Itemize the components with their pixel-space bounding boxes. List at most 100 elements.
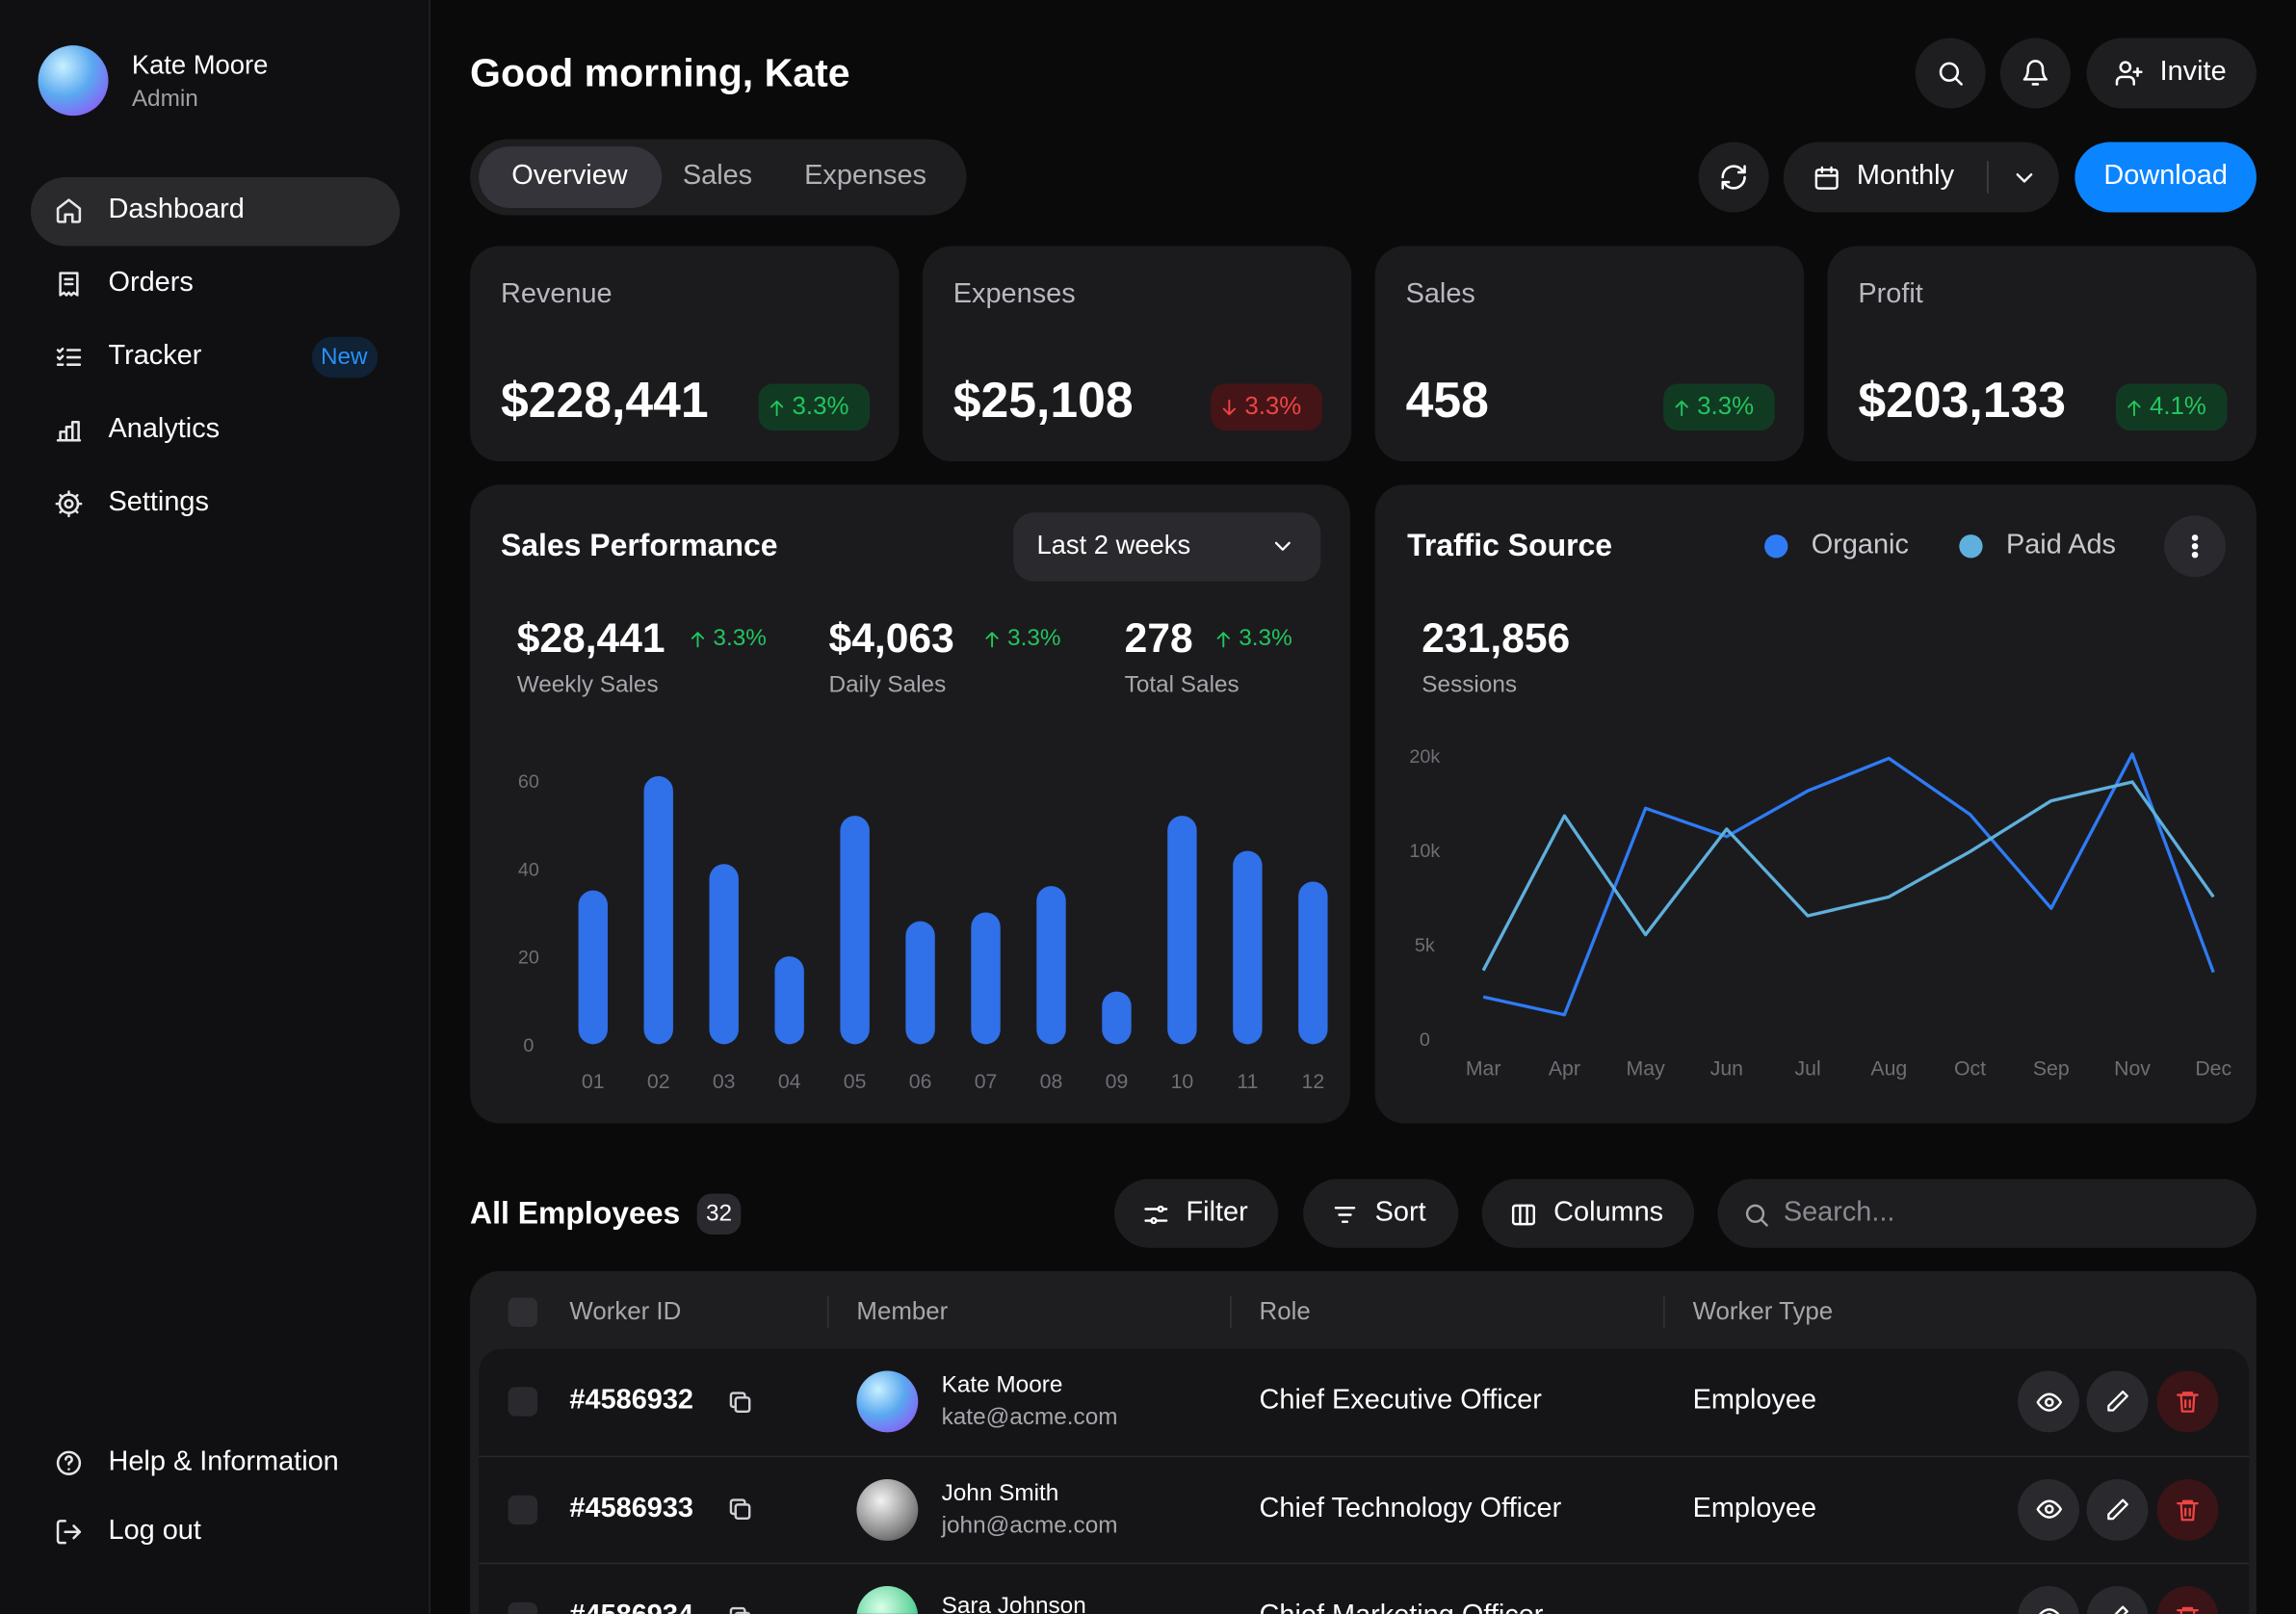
icon-eye — [2035, 1499, 2062, 1519]
toolbar-button[interactable] — [1481, 1179, 1695, 1248]
kpi-label: Sales — [1405, 278, 1475, 310]
column-header: Member — [856, 1297, 949, 1326]
icon-eye — [2037, 1607, 2060, 1614]
nav-label: Orders — [108, 267, 194, 299]
icon-chart — [56, 420, 82, 442]
worker-type: Employee — [1692, 1385, 1817, 1417]
icon-button[interactable] — [1915, 38, 1986, 109]
y-tick-label: 0 — [1420, 1029, 1430, 1051]
greeting: Good morning, Kate — [470, 50, 850, 95]
table-body — [479, 1348, 2250, 1614]
legend-label: Organic — [1811, 529, 1909, 560]
chart: 0 5k 10k 20k Mar Apr May Jun Jul Aug Oct Sep Nov Dec — [1409, 746, 2231, 1080]
x-tick-label: Mar — [1466, 1056, 1501, 1080]
icon-up — [770, 400, 783, 416]
icon-calendar — [1813, 165, 1838, 190]
stat-label: Total Sales — [1124, 672, 1239, 698]
member-email: john@acme.com — [941, 1512, 1118, 1538]
icon-pencil — [2107, 1390, 2128, 1412]
period-select[interactable] — [1783, 142, 2059, 213]
toolbar-button[interactable] — [1303, 1179, 1459, 1248]
icon-copy — [728, 1391, 750, 1413]
section-title: All Employees — [470, 1197, 681, 1232]
kpi-value: 458 — [1405, 373, 1489, 429]
nav-label: Dashboard — [108, 194, 245, 225]
kpi-value: $25,108 — [952, 373, 1134, 429]
icon-button[interactable] — [2156, 1370, 2219, 1433]
x-tick-label: 06 — [909, 1070, 932, 1093]
search-box[interactable] — [1717, 1179, 2257, 1248]
toolbar-button[interactable] — [1114, 1179, 1279, 1248]
tab[interactable]: Sales — [682, 160, 753, 192]
invite-button[interactable] — [2086, 38, 2257, 109]
icon-button[interactable] — [2086, 1370, 2149, 1433]
icon-button[interactable] — [1698, 142, 1769, 213]
nav-label: Settings — [108, 486, 209, 518]
icon-pencil — [2107, 1497, 2128, 1520]
member-avatar — [856, 1370, 919, 1433]
icon-button[interactable] — [2018, 1478, 2079, 1541]
icon-button[interactable] — [2018, 1370, 2079, 1433]
icon-button[interactable] — [1999, 38, 2071, 109]
toolbar-label: Filter — [1186, 1197, 1248, 1229]
kpi-label: Revenue — [500, 278, 613, 310]
checkbox[interactable] — [508, 1387, 537, 1417]
sidebar — [0, 0, 430, 1614]
tab[interactable]: Overview — [511, 160, 628, 192]
range-label: Last 2 weeks — [1036, 530, 1191, 560]
bar — [774, 956, 804, 1045]
change-badge — [758, 383, 871, 431]
footer-link[interactable]: Log out — [108, 1515, 201, 1547]
icon-up — [984, 631, 998, 647]
panel-title: Sales Performance — [500, 529, 778, 563]
nav-item[interactable] — [31, 470, 400, 537]
worker-id: #4586934 — [569, 1601, 693, 1614]
icon-receipt — [59, 272, 79, 297]
icon-search — [1939, 62, 1963, 86]
tab[interactable]: Expenses — [804, 160, 926, 192]
change-value: 3.3% — [792, 392, 849, 421]
icon-eye — [2035, 1392, 2062, 1412]
panel-title: Traffic Source — [1407, 529, 1613, 563]
nav-item[interactable] — [31, 250, 400, 318]
member-name: Kate Moore — [941, 1372, 1063, 1398]
icon-pencil — [2114, 1605, 2128, 1614]
checkbox[interactable] — [508, 1601, 537, 1614]
icon-userplus — [2115, 61, 2143, 86]
x-tick-label: Aug — [1870, 1056, 1907, 1080]
checkbox[interactable] — [508, 1297, 537, 1327]
change-value: 3.3% — [1697, 392, 1755, 421]
change-value: 3.3% — [713, 625, 767, 651]
nav-badge — [311, 336, 378, 378]
change-badge — [1211, 383, 1322, 431]
x-tick-label: Dec — [2195, 1056, 2231, 1080]
range-select[interactable] — [1013, 512, 1321, 582]
stat-label: Sessions — [1422, 672, 1518, 698]
download-button[interactable] — [2074, 142, 2257, 213]
footer-link[interactable]: Help & Information — [108, 1445, 339, 1477]
checkbox[interactable] — [508, 1494, 537, 1524]
worker-id: #4586933 — [569, 1492, 693, 1523]
tab-active — [479, 146, 663, 208]
search-placeholder: Search... — [1783, 1197, 1895, 1229]
x-tick-label: 04 — [778, 1070, 801, 1093]
role: Chief Technology Officer — [1259, 1492, 1562, 1523]
icon-button[interactable] — [2156, 1478, 2219, 1541]
bar — [578, 890, 608, 1045]
bar — [905, 921, 935, 1045]
member-name: Sara Johnson — [941, 1594, 1086, 1614]
icon-columns — [1511, 1203, 1535, 1225]
nav-badge-text: New — [320, 345, 368, 370]
y-tick-label: 40 — [518, 859, 539, 880]
bar — [1233, 850, 1263, 1045]
icon-filter — [1143, 1205, 1167, 1224]
user-name: Kate Moore — [131, 50, 269, 80]
icon-button[interactable] — [2086, 1478, 2149, 1541]
icon-refresh — [1721, 165, 1746, 190]
x-tick-label: Jun — [1710, 1056, 1743, 1080]
x-tick-label: Sep — [2033, 1056, 2070, 1080]
nav-label: Analytics — [108, 413, 221, 445]
stat-value: 278 — [1124, 615, 1193, 662]
download-label: Download — [2103, 160, 2228, 192]
